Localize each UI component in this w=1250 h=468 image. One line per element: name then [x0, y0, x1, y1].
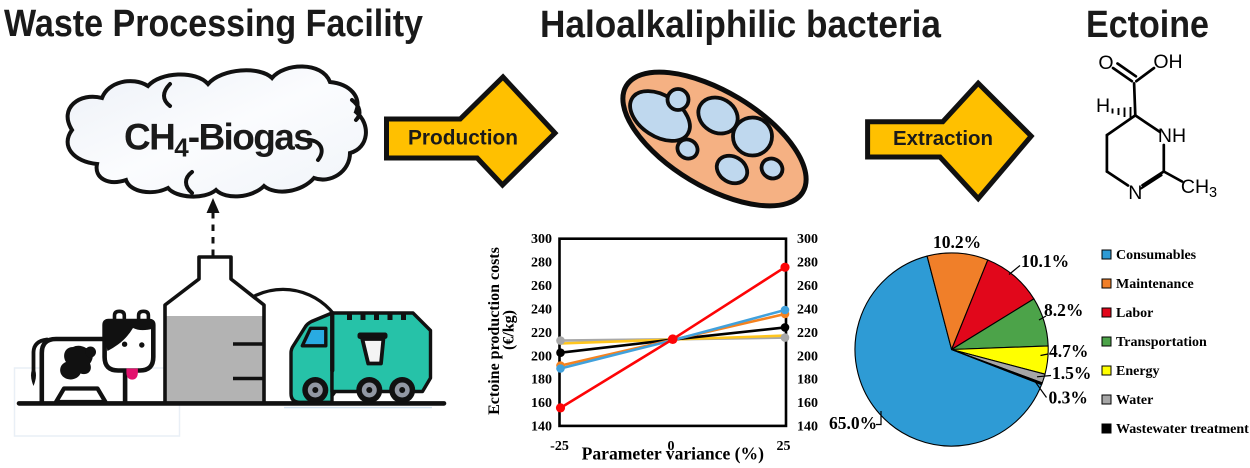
svg-text:260: 260: [531, 279, 552, 294]
svg-text:300: 300: [531, 232, 552, 247]
svg-text:180: 180: [797, 373, 818, 388]
svg-text:160: 160: [797, 396, 818, 411]
svg-text:280: 280: [531, 256, 552, 271]
svg-text:(€/kg): (€/kg): [501, 310, 518, 350]
svg-text:180: 180: [531, 373, 552, 388]
svg-text:0.3%: 0.3%: [1049, 388, 1088, 408]
svg-text:220: 220: [531, 326, 552, 341]
svg-text:CH4-Biogas: CH4-Biogas: [124, 117, 313, 163]
svg-text:300: 300: [797, 232, 818, 247]
svg-text:1.5%: 1.5%: [1052, 363, 1091, 383]
svg-text:Production: Production: [408, 127, 518, 150]
svg-text:140: 140: [531, 420, 552, 435]
svg-text:10.1%: 10.1%: [1021, 251, 1069, 271]
svg-text:Energy: Energy: [1116, 364, 1160, 379]
svg-text:200: 200: [797, 349, 818, 364]
svg-text:4.7%: 4.7%: [1049, 341, 1088, 361]
svg-text:Ectoine: Ectoine: [1086, 4, 1209, 46]
svg-text:10.2%: 10.2%: [933, 232, 981, 252]
svg-text:Water: Water: [1116, 393, 1153, 408]
svg-text:N: N: [1128, 182, 1142, 204]
svg-text:H: H: [1096, 95, 1110, 117]
svg-text:280: 280: [797, 256, 818, 271]
svg-text:25: 25: [777, 439, 791, 454]
svg-text:Haloalkaliphilic bacteria: Haloalkaliphilic bacteria: [540, 4, 942, 46]
svg-text:8.2%: 8.2%: [1044, 300, 1083, 320]
svg-text:NH: NH: [1158, 125, 1186, 147]
svg-text:-25: -25: [550, 439, 569, 454]
svg-text:O: O: [1098, 52, 1113, 74]
svg-text:OH: OH: [1153, 51, 1182, 73]
svg-text:Transportation: Transportation: [1116, 335, 1207, 350]
svg-text:CH3: CH3: [1181, 176, 1217, 201]
svg-text:220: 220: [797, 326, 818, 341]
svg-text:Wastewater treatment: Wastewater treatment: [1116, 422, 1249, 437]
svg-text:Ectoine production costs: Ectoine production costs: [486, 247, 503, 415]
svg-text:140: 140: [797, 420, 818, 435]
svg-text:200: 200: [531, 349, 552, 364]
svg-text:240: 240: [797, 302, 818, 317]
svg-text:Parameter variance (%): Parameter variance (%): [582, 444, 765, 464]
svg-text:260: 260: [797, 279, 818, 294]
svg-text:0: 0: [668, 439, 675, 454]
svg-text:Labor: Labor: [1116, 306, 1153, 321]
svg-text:65.0%: 65.0%: [829, 413, 877, 433]
svg-text:Waste Processing Facility: Waste Processing Facility: [4, 3, 423, 45]
svg-text:Maintenance: Maintenance: [1116, 277, 1194, 292]
svg-text:Consumables: Consumables: [1116, 248, 1197, 263]
svg-text:160: 160: [531, 396, 552, 411]
svg-text:Extraction: Extraction: [893, 127, 993, 150]
svg-text:240: 240: [531, 302, 552, 317]
